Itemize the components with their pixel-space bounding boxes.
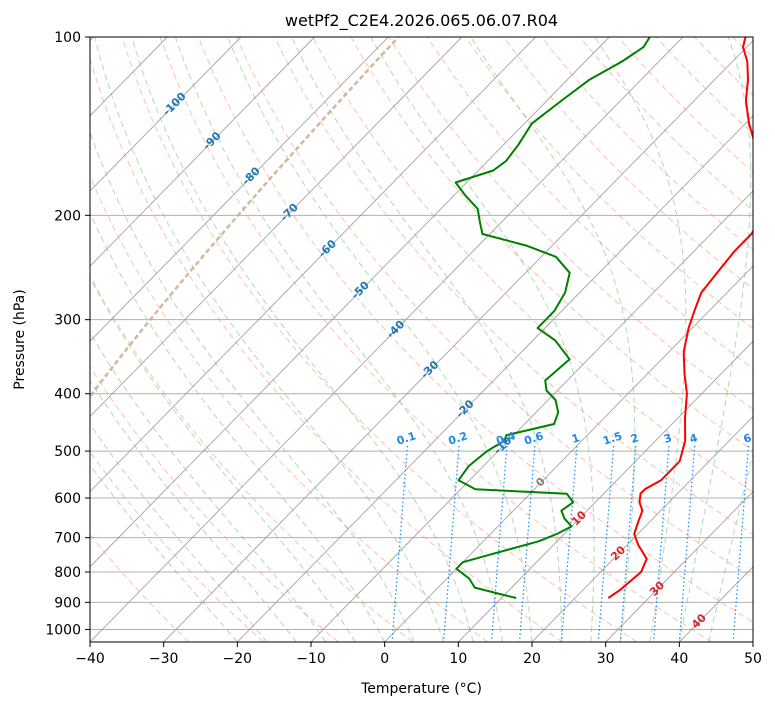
isotherm--20 xyxy=(237,115,753,642)
thermo-background-lines xyxy=(90,37,753,642)
moist-adiabat-8 xyxy=(94,37,445,642)
x-tick-label: −10 xyxy=(296,651,326,667)
mixing-ratio-line-0.2 xyxy=(443,445,460,642)
moist-adiabat-44 xyxy=(708,451,753,642)
y-tick-label: 400 xyxy=(54,387,81,403)
dry-adiabat-80 xyxy=(312,37,753,493)
dry-adiabat-90 xyxy=(350,37,753,451)
dry-adiabat-40 xyxy=(159,37,712,642)
moist-adiabat-0 xyxy=(90,211,386,642)
isotherm--40 xyxy=(90,37,684,642)
mixing-ratio-label: 6 xyxy=(742,431,754,446)
moist-adiabat--4 xyxy=(90,276,356,642)
x-tick-label: 0 xyxy=(380,651,389,667)
x-tick-label: −20 xyxy=(223,651,253,667)
moist-adiabat--16 xyxy=(90,423,268,642)
y-tick-label: 800 xyxy=(54,565,81,581)
dry-adiabat--10 xyxy=(90,365,339,642)
dry-adiabat-100 xyxy=(388,37,753,410)
mixing-ratio-line-4 xyxy=(678,445,696,642)
moist-adiabat-16 xyxy=(174,37,503,642)
dry-adiabat-60 xyxy=(236,37,753,579)
mixing-ratio-label: 3 xyxy=(662,431,673,446)
moist-adiabat--20 xyxy=(90,463,238,642)
mixing-ratio-line-3 xyxy=(652,445,670,642)
isotherm--70 xyxy=(90,37,463,418)
y-tick-label: 900 xyxy=(54,595,81,611)
dewpoint-profile xyxy=(454,37,651,599)
x-tick-label: 30 xyxy=(597,651,615,667)
mixing-ratio-line-6 xyxy=(732,445,750,642)
isotherm--100 xyxy=(90,37,242,192)
isotherm-10 xyxy=(458,340,753,642)
moist-adiabat-28 xyxy=(370,37,595,642)
mixing-ratio-label: 1 xyxy=(570,431,581,446)
dry-adiabat-10 xyxy=(90,175,488,642)
mixing-ratio-label: 2 xyxy=(629,431,640,446)
moist-adiabat-40 xyxy=(678,37,752,642)
isotherm--60 xyxy=(90,37,536,493)
isotherm-20 xyxy=(531,415,753,642)
isotherm--80 xyxy=(90,37,389,342)
dry-adiabat-110 xyxy=(426,37,753,370)
chart-title: wetPf2_C2E4.2026.065.06.07.R04 xyxy=(285,11,558,31)
isotherm--10 xyxy=(310,190,753,642)
x-tick-label: 20 xyxy=(523,651,541,667)
x-tick-label: 50 xyxy=(744,651,762,667)
mixing-ratio-line-1 xyxy=(560,445,578,642)
y-axis-title: Pressure (hPa) xyxy=(12,289,28,389)
mixing-ratio-line-0.4 xyxy=(490,445,508,642)
axis-ticks: −40 −30 −20 −10 0 10 20 30 40 5010020030040050060… xyxy=(45,30,762,667)
moist-adiabat-32 xyxy=(470,37,636,642)
y-tick-label: 600 xyxy=(54,491,81,507)
moist-adiabat-24 xyxy=(291,37,562,642)
x-tick-label: 10 xyxy=(449,651,467,667)
isotherm-0 xyxy=(384,265,753,642)
y-tick-label: 1000 xyxy=(45,622,81,638)
x-axis-title: Temperature (°C) xyxy=(360,681,482,697)
plot-frame xyxy=(89,36,754,643)
y-tick-label: 200 xyxy=(54,208,81,224)
mixing-ratio-label: 0.4 xyxy=(494,429,517,447)
pressure-gridlines xyxy=(90,37,753,630)
x-tick-label: 40 xyxy=(670,651,688,667)
x-tick-label: −30 xyxy=(149,651,179,667)
ice-curve xyxy=(90,37,400,399)
dry-adiabat-70 xyxy=(274,37,753,536)
y-tick-label: 700 xyxy=(54,531,81,547)
mixing-ratio-line-2 xyxy=(619,445,637,642)
isotherm--90 xyxy=(90,37,315,267)
mixing-ratio-line-0.1 xyxy=(391,445,409,642)
moist-adiabat-20 xyxy=(227,37,533,642)
mixing-ratio-label: 4 xyxy=(688,431,700,446)
y-tick-label: 300 xyxy=(54,313,81,329)
isotherm--50 xyxy=(90,37,610,568)
mixing-ratio-line-1.5 xyxy=(597,445,615,642)
moist-adiabat-36 xyxy=(594,37,687,642)
x-tick-label: −40 xyxy=(75,651,105,667)
mixing-ratio-label: 0.6 xyxy=(522,429,545,447)
dry-adiabat-50 xyxy=(197,37,753,623)
y-tick-label: 500 xyxy=(54,444,81,460)
moist-adiabat-12 xyxy=(131,37,474,642)
mixing-ratio-label: 1.5 xyxy=(601,429,624,447)
dry-adiabat-0 xyxy=(90,274,414,642)
dry-adiabat-20 xyxy=(90,57,563,642)
isotherm--30 xyxy=(163,39,753,642)
mixing-ratio-line-0.6 xyxy=(518,445,536,642)
dry-adiabat-30 xyxy=(121,37,638,642)
mixing-ratio-label: 0.2 xyxy=(447,429,470,447)
y-tick-label: 100 xyxy=(54,30,81,46)
mixing-ratio-label: 0.1 xyxy=(395,429,418,447)
isotherm-30 xyxy=(605,491,753,642)
moist-adiabat-4 xyxy=(90,130,415,642)
dry-adiabat--20 xyxy=(90,451,264,642)
moist-adiabat--12 xyxy=(90,379,297,642)
moist-adiabat--8 xyxy=(90,331,327,642)
